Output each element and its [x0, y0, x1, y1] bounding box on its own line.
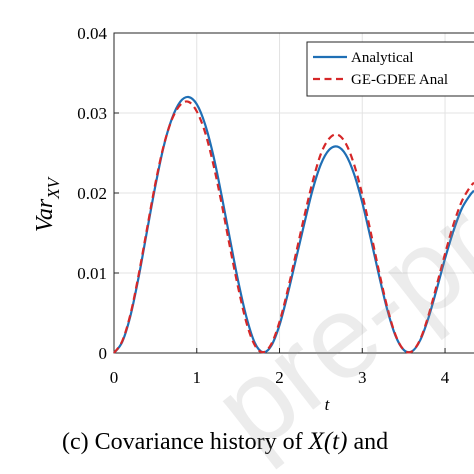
caption-math: X(t): [308, 428, 348, 455]
series-layer: [113, 95, 474, 354]
legend-box: [306, 41, 474, 97]
x-tick-label: 0: [110, 368, 119, 387]
x-tick-label: 1: [193, 368, 202, 387]
y-tick-label: 0.04: [77, 24, 107, 43]
x-tick-label: 3: [358, 368, 367, 387]
y-tick-label: 0: [99, 344, 108, 363]
x-axis-tick-labels: 0 1 2 3 4: [110, 368, 450, 387]
legend-label-ge-gdee: GE-GDEE Anal: [351, 72, 448, 88]
x-axis-label: t: [325, 395, 331, 414]
y-axis-tick-labels: 0 0.01 0.02 0.03 0.04: [77, 24, 107, 363]
legend-label-analytical: Analytical: [351, 50, 413, 66]
x-tick-label: 2: [275, 368, 284, 387]
figure-caption: (c) Covariance history of X(t) and: [62, 428, 388, 455]
y-axis-label-subscript: XV: [44, 175, 63, 199]
caption-prefix: (c) Covariance history of: [62, 429, 309, 455]
series-line-ge-gdee: [113, 100, 474, 354]
caption-suffix: and: [347, 429, 388, 455]
x-tick-label: 4: [441, 368, 450, 387]
y-axis-label: VarXV: [32, 175, 63, 232]
y-tick-label: 0.01: [77, 264, 107, 283]
y-tick-label: 0.02: [77, 184, 107, 203]
legend: Analytical GE-GDEE Anal: [306, 41, 474, 97]
y-tick-label: 0.03: [77, 104, 107, 123]
y-axis-label-main: Var: [32, 198, 58, 232]
